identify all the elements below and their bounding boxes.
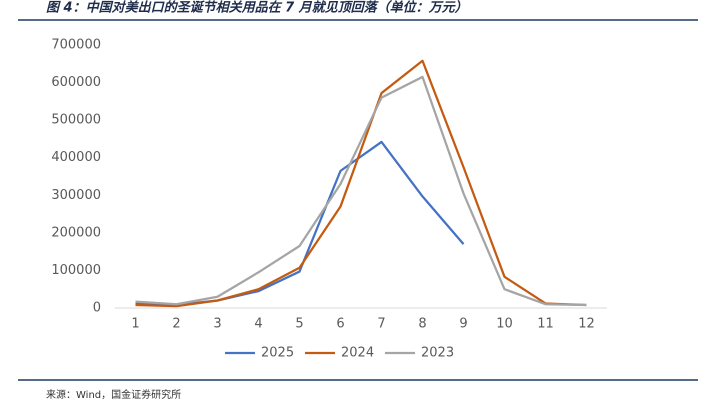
y-tick-label: 300000 xyxy=(51,188,101,203)
x-tick-label: 12 xyxy=(578,317,595,332)
x-tick-label: 2 xyxy=(172,317,180,332)
x-tick-label: 9 xyxy=(459,317,467,332)
series-line xyxy=(135,140,465,307)
legend-label: 2025 xyxy=(261,346,294,361)
x-tick-label: 3 xyxy=(213,317,221,332)
chart-title: 图 4：中国对美出口的圣诞节相关用品在 7 月就见顶回落（单位：万元） xyxy=(46,0,468,16)
source-note: 来源：Wind，国金证券研究所 xyxy=(46,388,181,401)
y-tick-label: 400000 xyxy=(51,150,101,165)
legend-label: 2024 xyxy=(341,346,374,361)
legend-label: 2023 xyxy=(421,346,454,361)
y-tick-label: 100000 xyxy=(51,263,101,278)
x-tick-label: 8 xyxy=(418,317,426,332)
y-tick-label: 500000 xyxy=(51,113,101,128)
x-tick-label: 6 xyxy=(336,317,344,332)
x-tick-label: 4 xyxy=(254,317,262,332)
y-tick-label: 200000 xyxy=(51,225,101,240)
y-tick-label: 0 xyxy=(93,301,101,316)
x-tick-label: 7 xyxy=(377,317,385,332)
series-line xyxy=(135,75,587,307)
x-tick-label: 5 xyxy=(295,317,303,332)
x-tick-label: 11 xyxy=(537,317,554,332)
series-line xyxy=(135,59,587,308)
y-tick-label: 600000 xyxy=(51,75,101,90)
y-tick-label: 700000 xyxy=(51,38,101,53)
x-tick-label: 10 xyxy=(496,317,513,332)
x-tick-label: 1 xyxy=(131,317,139,332)
